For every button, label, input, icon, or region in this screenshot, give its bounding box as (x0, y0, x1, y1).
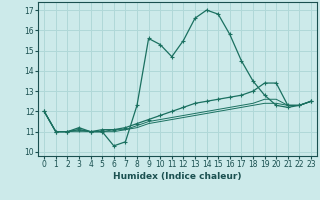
X-axis label: Humidex (Indice chaleur): Humidex (Indice chaleur) (113, 172, 242, 181)
